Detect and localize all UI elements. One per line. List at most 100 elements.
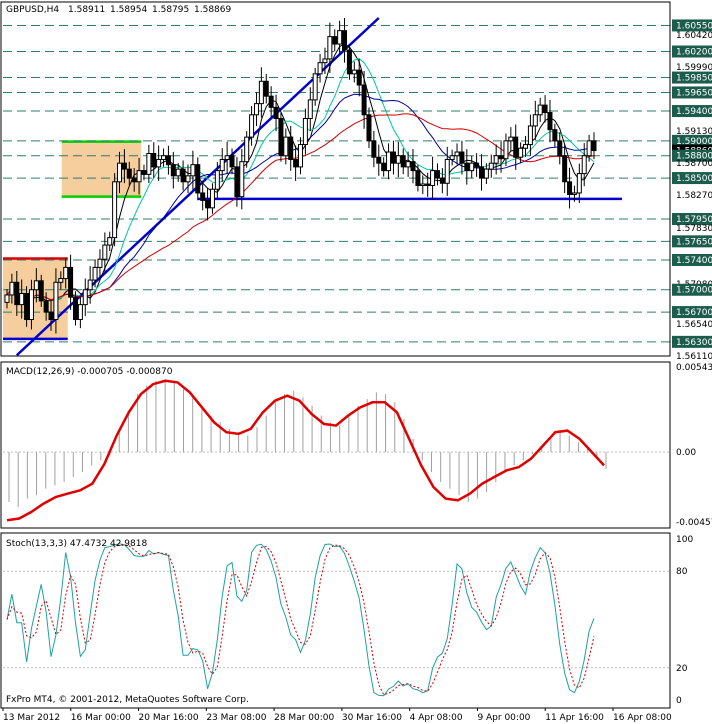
candle-body[interactable]: [312, 73, 318, 101]
candle-body[interactable]: [567, 181, 573, 195]
candle-body[interactable]: [537, 104, 543, 116]
candle-body[interactable]: [239, 161, 245, 198]
candle-body[interactable]: [190, 164, 196, 177]
candle-body[interactable]: [126, 168, 132, 179]
candle-body[interactable]: [293, 158, 299, 168]
candle-body[interactable]: [161, 155, 167, 160]
candle-body[interactable]: [386, 151, 392, 172]
candle-body[interactable]: [214, 170, 220, 190]
stoch-k-line[interactable]: [6, 543, 595, 697]
candle-body[interactable]: [263, 80, 269, 97]
candle-body[interactable]: [268, 95, 274, 108]
candle-body[interactable]: [9, 281, 15, 296]
candle-body[interactable]: [508, 136, 514, 142]
candle-body[interactable]: [229, 155, 235, 168]
candle-body[interactable]: [356, 69, 362, 86]
candle-body[interactable]: [434, 170, 440, 179]
macd-panel[interactable]: 0.00543 0.00 -0.00457: [3, 363, 712, 528]
candle-body[interactable]: [72, 296, 78, 321]
candle-body[interactable]: [102, 244, 108, 260]
candle-body[interactable]: [478, 166, 484, 179]
candle-body[interactable]: [19, 292, 25, 306]
candle-body[interactable]: [253, 103, 259, 116]
candle-body[interactable]: [307, 99, 313, 120]
candle-body[interactable]: [586, 140, 592, 157]
candle-body[interactable]: [170, 164, 176, 177]
candle-body[interactable]: [547, 112, 553, 131]
candle-body[interactable]: [24, 292, 30, 321]
candle-body[interactable]: [68, 266, 74, 298]
candle-body[interactable]: [464, 162, 470, 172]
candle-body[interactable]: [205, 199, 211, 209]
candle-body[interactable]: [527, 125, 533, 146]
candle-body[interactable]: [97, 258, 103, 268]
candle-body[interactable]: [395, 155, 401, 164]
candle-body[interactable]: [342, 30, 348, 51]
candle-body[interactable]: [361, 84, 367, 116]
candle-body[interactable]: [107, 237, 113, 246]
candle-body[interactable]: [346, 49, 352, 75]
candle-body[interactable]: [185, 175, 191, 183]
candle-body[interactable]: [518, 147, 524, 158]
candle-body[interactable]: [523, 144, 529, 149]
candle-body[interactable]: [180, 168, 186, 183]
candle-body[interactable]: [121, 162, 127, 170]
candle-body[interactable]: [234, 166, 240, 198]
candle-body[interactable]: [488, 162, 494, 170]
candle-body[interactable]: [200, 192, 206, 201]
candle-body[interactable]: [439, 177, 445, 184]
candle-body[interactable]: [351, 69, 357, 75]
candle-body[interactable]: [498, 155, 504, 160]
candle-body[interactable]: [405, 161, 411, 168]
candle-body[interactable]: [82, 289, 88, 306]
candle-body[interactable]: [58, 278, 64, 283]
candle-body[interactable]: [28, 289, 34, 321]
candle-body[interactable]: [425, 183, 431, 187]
candle-body[interactable]: [209, 188, 215, 209]
candle-body[interactable]: [332, 36, 338, 45]
candle-body[interactable]: [87, 279, 93, 291]
candle-body[interactable]: [420, 183, 426, 187]
candle-body[interactable]: [454, 151, 460, 157]
candle-body[interactable]: [444, 158, 450, 184]
candle-body[interactable]: [552, 129, 558, 142]
candle-body[interactable]: [219, 158, 225, 172]
candle-body[interactable]: [244, 136, 250, 163]
candle-body[interactable]: [532, 114, 538, 127]
candle-body[interactable]: [63, 266, 69, 280]
candle-body[interactable]: [430, 170, 436, 187]
candle-body[interactable]: [273, 106, 279, 120]
candle-body[interactable]: [131, 177, 137, 183]
candle-body[interactable]: [483, 168, 489, 179]
candle-body[interactable]: [77, 304, 83, 321]
candle-body[interactable]: [366, 114, 372, 142]
candle-body[interactable]: [317, 62, 323, 75]
candle-body[interactable]: [513, 136, 519, 158]
candle-body[interactable]: [175, 168, 181, 177]
candle-body[interactable]: [493, 155, 499, 164]
candle-body[interactable]: [288, 136, 294, 160]
candle-body[interactable]: [542, 104, 548, 114]
candle-body[interactable]: [258, 80, 264, 105]
candle-body[interactable]: [141, 170, 147, 175]
candle-body[interactable]: [390, 151, 396, 164]
candle-body[interactable]: [14, 281, 20, 306]
candle-body[interactable]: [449, 155, 455, 160]
candle-body[interactable]: [195, 164, 201, 194]
candle-body[interactable]: [571, 192, 577, 195]
candle-body[interactable]: [48, 311, 54, 321]
candle-body[interactable]: [581, 155, 587, 175]
candle-body[interactable]: [249, 114, 255, 138]
candle-body[interactable]: [298, 144, 303, 168]
candle-body[interactable]: [562, 155, 568, 183]
candle-body[interactable]: [224, 155, 230, 160]
candle-body[interactable]: [151, 152, 157, 168]
macd-signal-line[interactable]: [6, 379, 605, 522]
candle-body[interactable]: [410, 161, 416, 172]
stoch-d-line[interactable]: [6, 544, 595, 696]
candle-body[interactable]: [371, 140, 377, 158]
candle-body[interactable]: [337, 30, 343, 45]
candle-body[interactable]: [156, 158, 162, 168]
candle-body[interactable]: [327, 36, 333, 60]
